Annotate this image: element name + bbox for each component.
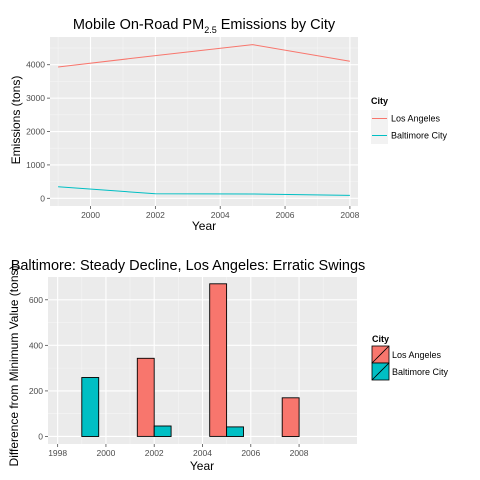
bottom-y-tick-label: 200 bbox=[29, 386, 43, 396]
bottom-x-tick-label: 2008 bbox=[290, 448, 309, 458]
top-y-tick-label: 1000 bbox=[26, 160, 45, 170]
top-y-axis-title: Emissions (tons) bbox=[9, 76, 23, 165]
top-legend-title: City bbox=[371, 96, 388, 106]
top-x-tick-label: 2008 bbox=[340, 210, 359, 220]
bottom-legend-slash-la bbox=[371, 345, 390, 364]
top-x-axis-title: Year bbox=[192, 219, 216, 233]
top-x-tick-label: 2004 bbox=[211, 210, 230, 220]
top-x-tick-label: 2000 bbox=[81, 210, 100, 220]
top-x-tick-label: 2006 bbox=[276, 210, 295, 220]
bottom-y-tick-label: 600 bbox=[29, 295, 43, 305]
top-chart: 2000 2002 2004 2006 2008 0 1000 2000 3000 4000 bbox=[26, 37, 360, 220]
bottom-y-tick-label: 0 bbox=[38, 431, 43, 441]
bottom-chart-title: Baltimore: Steady Decline, Los Angeles: … bbox=[11, 258, 366, 274]
bottom-x-tick-label: 2002 bbox=[145, 448, 164, 458]
bottom-bar-baltimore-city-2005 bbox=[226, 426, 244, 437]
top-y-tick-label: 2000 bbox=[26, 127, 45, 137]
bottom-bar-baltimore-city-2002 bbox=[153, 425, 172, 437]
bottom-x-tick-label: 2006 bbox=[241, 448, 260, 458]
top-legend: City Los Angeles Baltimore City bbox=[371, 96, 448, 144]
bottom-x-tick-label: 2004 bbox=[193, 448, 212, 458]
bottom-chart: 1998 2000 2002 2004 2006 2008 0 200 400 600 bbox=[29, 277, 357, 458]
bottom-bar-los-angeles-2008 bbox=[281, 397, 300, 437]
bottom-bar-baltimore-city-1999 bbox=[81, 377, 100, 437]
top-legend-label-la: Los Angeles bbox=[391, 114, 441, 124]
bottom-x-tick-label: 1998 bbox=[48, 448, 67, 458]
top-y-tick-label: 0 bbox=[40, 193, 45, 203]
bottom-x-axis-title: Year bbox=[190, 459, 214, 473]
bottom-y-tick-label: 400 bbox=[29, 340, 43, 350]
bottom-legend: City Los Angeles Baltimore City bbox=[371, 334, 449, 381]
top-series-line-baltimore-city bbox=[58, 186, 350, 196]
bottom-x-tick-label: 2000 bbox=[96, 448, 115, 458]
bottom-bar-los-angeles-2005 bbox=[209, 283, 228, 437]
top-y-tick-label: 3000 bbox=[26, 93, 45, 103]
bottom-legend-slash-baltimore bbox=[371, 362, 390, 381]
top-series-line-los-angeles bbox=[58, 44, 350, 68]
top-y-tick-label: 4000 bbox=[26, 60, 45, 70]
top-legend-label-baltimore: Baltimore City bbox=[391, 131, 448, 141]
top-x-tick-label: 2002 bbox=[146, 210, 165, 220]
bottom-legend-label-la: Los Angeles bbox=[392, 350, 442, 360]
bottom-y-axis-title: Difference from Minimum Value (tons) bbox=[7, 266, 21, 467]
top-chart-title: Mobile On-Road PM2.5 Emissions by City bbox=[73, 17, 336, 35]
bottom-legend-title: City bbox=[372, 334, 389, 344]
bottom-legend-label-baltimore: Baltimore City bbox=[392, 367, 449, 377]
bottom-bar-los-angeles-2002 bbox=[136, 357, 155, 437]
